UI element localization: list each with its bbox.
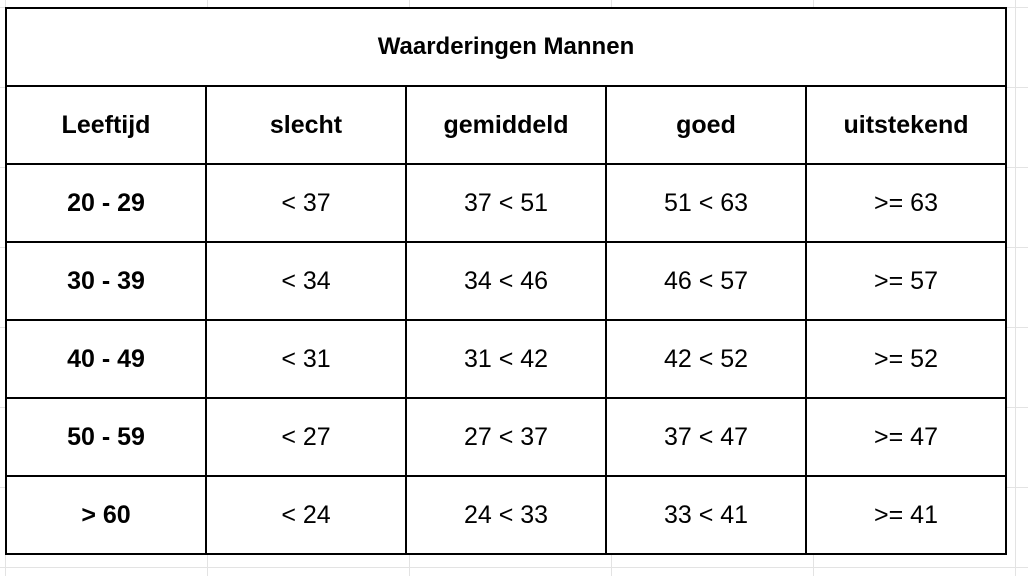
ratings-table-container: Waarderingen Mannen Leeftijd slecht gemi… xyxy=(5,7,1007,555)
value-cell: < 34 xyxy=(205,241,407,321)
value-cell: >= 52 xyxy=(805,319,1007,399)
value-cell: 37 < 47 xyxy=(605,397,807,477)
header-row: Leeftijd slecht gemiddeld goed uitsteken… xyxy=(5,85,1007,165)
table-row: 50 - 59 < 27 27 < 37 37 < 47 >= 47 xyxy=(5,397,1007,477)
value-cell: >= 47 xyxy=(805,397,1007,477)
value-cell: >= 41 xyxy=(805,475,1007,555)
age-cell: > 60 xyxy=(5,475,207,555)
value-cell: 37 < 51 xyxy=(405,163,607,243)
table-row: 20 - 29 < 37 37 < 51 51 < 63 >= 63 xyxy=(5,163,1007,243)
header-cell-uitstekend: uitstekend xyxy=(805,85,1007,165)
value-cell: >= 57 xyxy=(805,241,1007,321)
value-cell: < 24 xyxy=(205,475,407,555)
header-cell-leeftijd: Leeftijd xyxy=(5,85,207,165)
table-title: Waarderingen Mannen xyxy=(5,7,1007,87)
table-row: > 60 < 24 24 < 33 33 < 41 >= 41 xyxy=(5,475,1007,555)
age-cell: 50 - 59 xyxy=(5,397,207,477)
ratings-table: Waarderingen Mannen Leeftijd slecht gemi… xyxy=(5,7,1007,555)
value-cell: 42 < 52 xyxy=(605,319,807,399)
title-row: Waarderingen Mannen xyxy=(5,7,1007,87)
age-cell: 30 - 39 xyxy=(5,241,207,321)
value-cell: 31 < 42 xyxy=(405,319,607,399)
header-cell-goed: goed xyxy=(605,85,807,165)
table-row: 40 - 49 < 31 31 < 42 42 < 52 >= 52 xyxy=(5,319,1007,399)
header-cell-gemiddeld: gemiddeld xyxy=(405,85,607,165)
value-cell: < 27 xyxy=(205,397,407,477)
value-cell: 33 < 41 xyxy=(605,475,807,555)
value-cell: 27 < 37 xyxy=(405,397,607,477)
value-cell: 24 < 33 xyxy=(405,475,607,555)
table-row: 30 - 39 < 34 34 < 46 46 < 57 >= 57 xyxy=(5,241,1007,321)
value-cell: 34 < 46 xyxy=(405,241,607,321)
value-cell: < 31 xyxy=(205,319,407,399)
age-cell: 20 - 29 xyxy=(5,163,207,243)
age-cell: 40 - 49 xyxy=(5,319,207,399)
value-cell: < 37 xyxy=(205,163,407,243)
header-cell-slecht: slecht xyxy=(205,85,407,165)
value-cell: 46 < 57 xyxy=(605,241,807,321)
value-cell: >= 63 xyxy=(805,163,1007,243)
value-cell: 51 < 63 xyxy=(605,163,807,243)
